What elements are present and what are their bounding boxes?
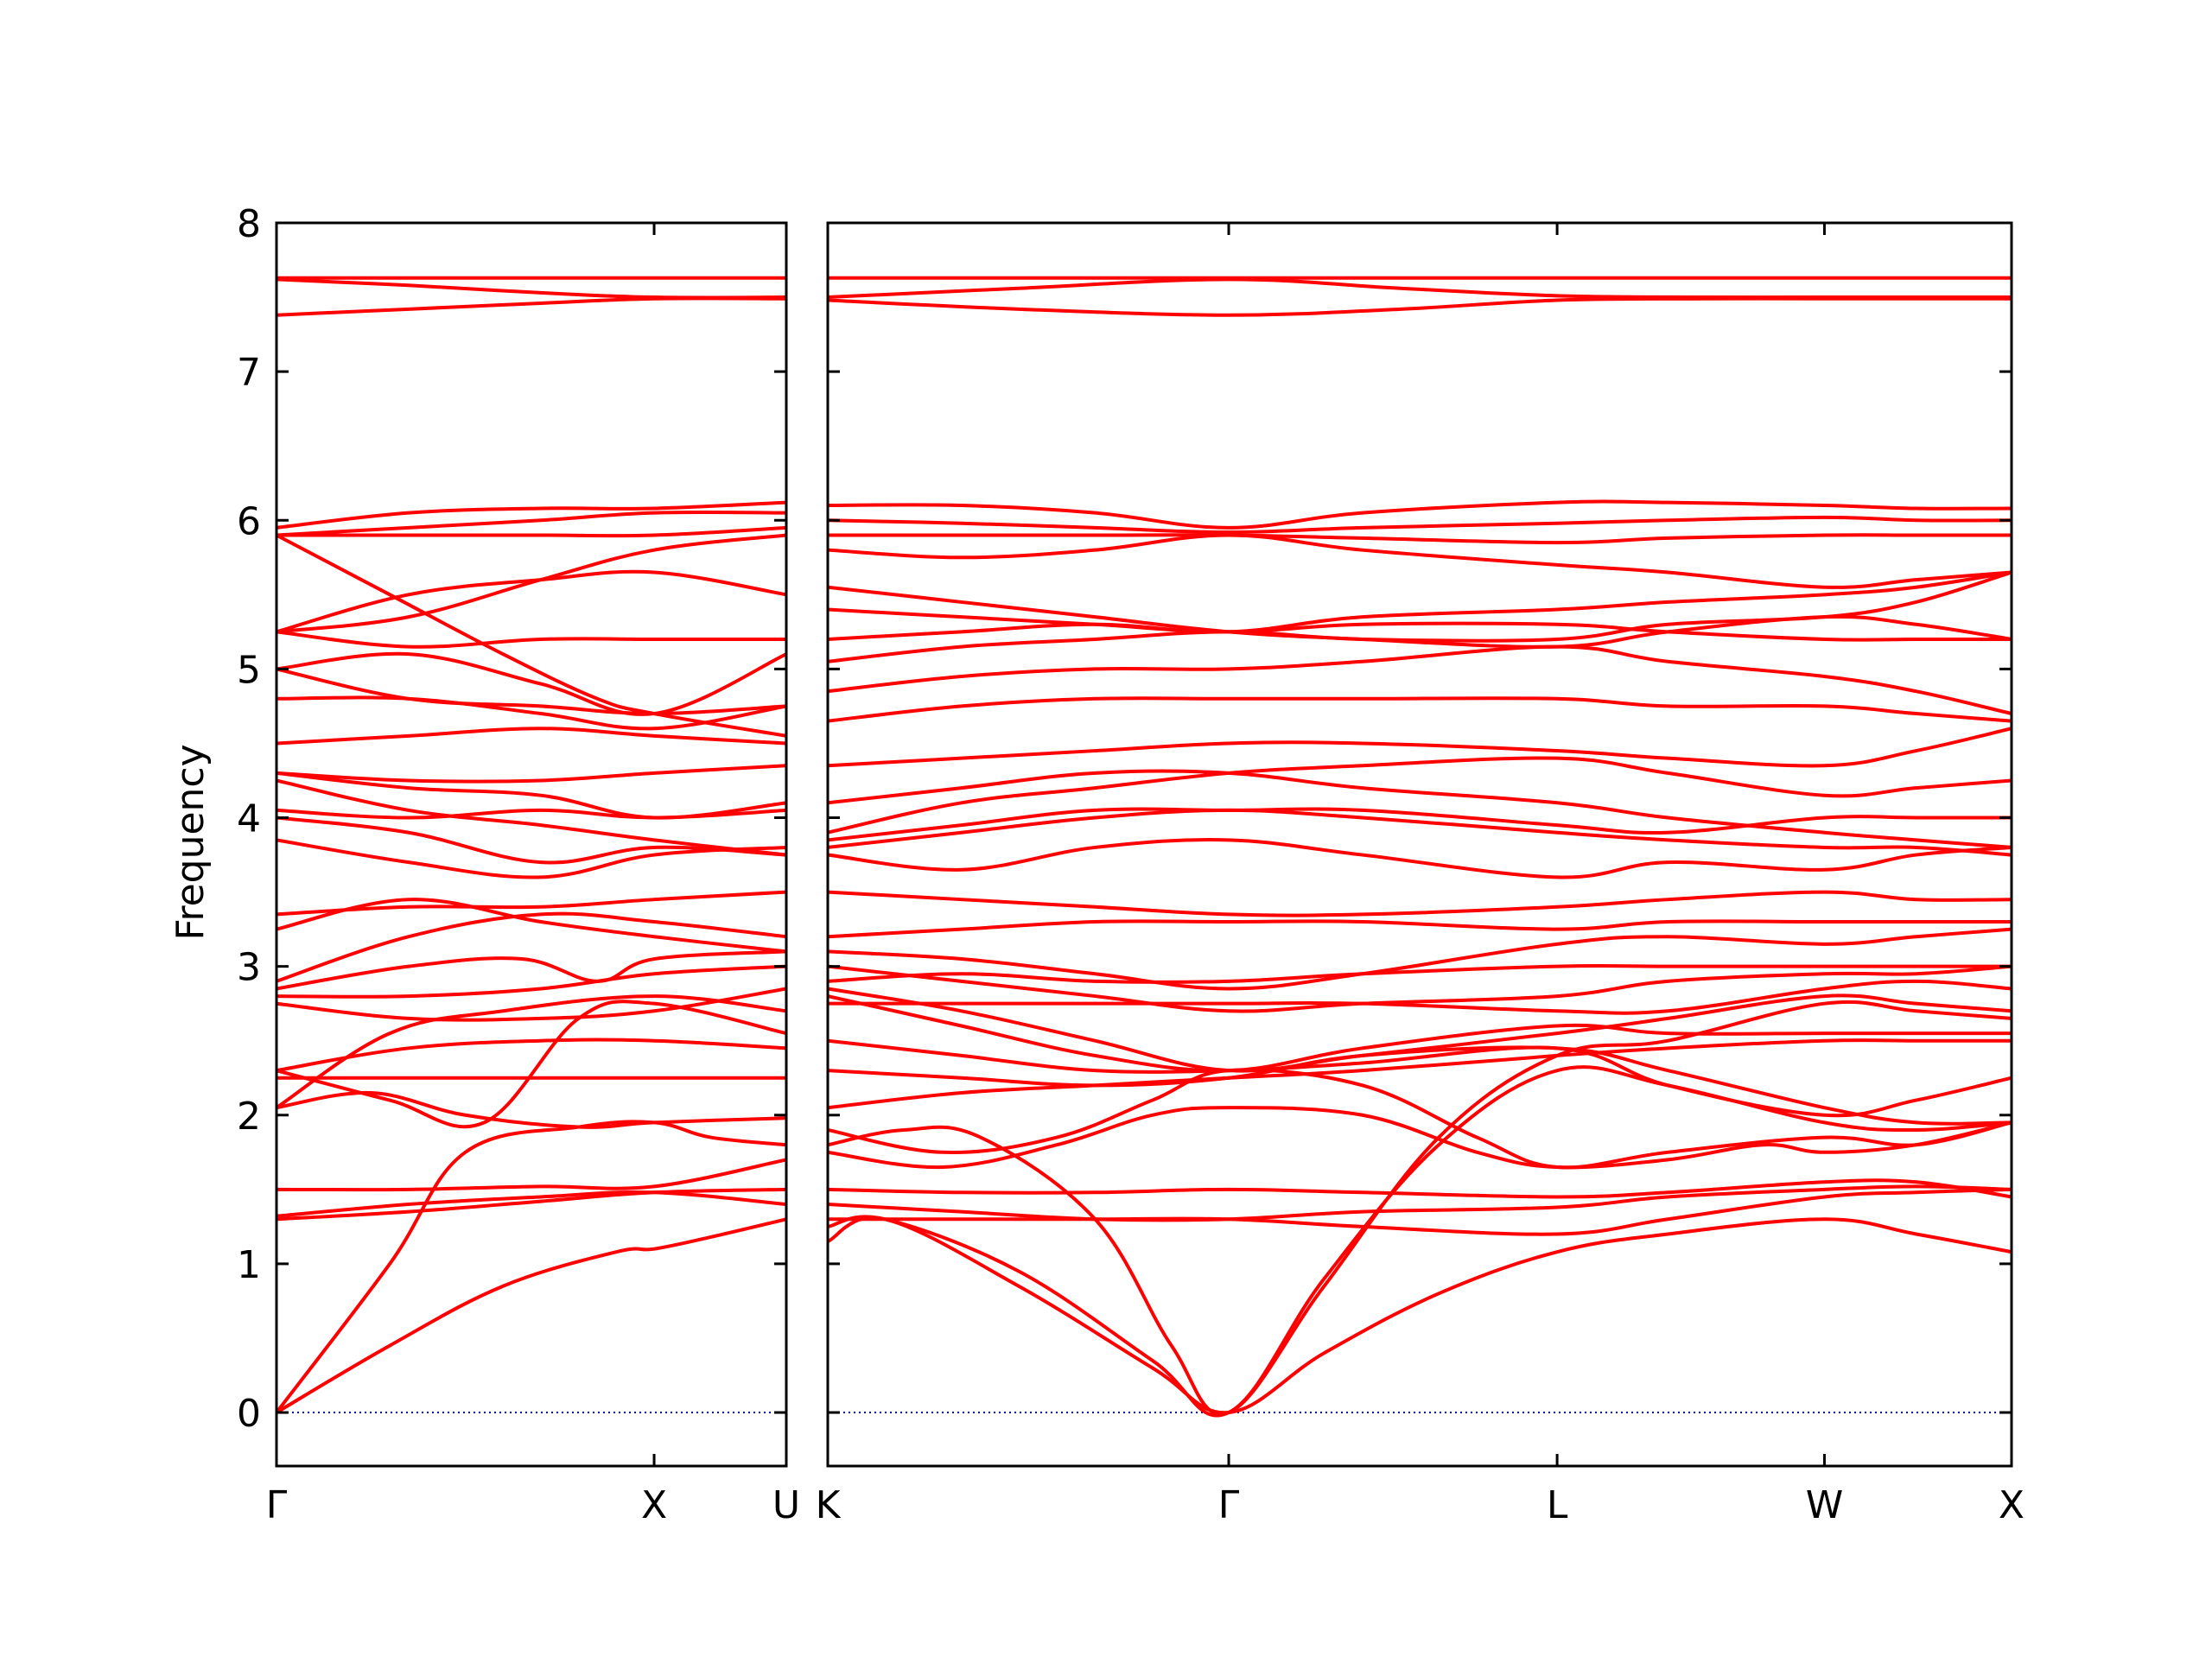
band-line-right-28 (828, 570, 2012, 641)
y-tick-label-5: 5 (237, 648, 261, 692)
band-line-left-16 (276, 838, 786, 879)
band-line-left-22 (276, 727, 786, 746)
band-line-left-4 (276, 1158, 786, 1192)
band-line-right-22 (828, 769, 2012, 849)
band-line-left-14 (276, 898, 786, 954)
y-tick-label-0: 0 (237, 1392, 261, 1436)
band-line-right-8 (828, 1038, 2012, 1110)
band-line-right-31 (828, 533, 2012, 589)
y-tick-label-4: 4 (237, 797, 261, 841)
right-panel-bands (828, 276, 2012, 1418)
x-tick-label-right-3: W (1806, 1483, 1844, 1527)
left-panel-bands (276, 276, 786, 1415)
x-tick-label-left-2: U (772, 1483, 800, 1527)
band-line-left-11 (276, 964, 786, 999)
band-line-left-0 (276, 1217, 786, 1415)
x-tick-label-right-0: K (816, 1483, 842, 1527)
band-line-right-27 (828, 570, 2012, 663)
band-line-right-33 (828, 515, 2012, 535)
y-tick-label-3: 3 (237, 946, 261, 990)
x-tick-label-right-2: L (1547, 1483, 1568, 1527)
band-line-right-20 (828, 808, 2012, 857)
band-line-right-6 (828, 1106, 2012, 1170)
y-axis-title: Frequency (168, 744, 213, 940)
band-line-left-10 (276, 987, 786, 1022)
band-line-left-17 (276, 816, 786, 865)
x-tick-label-right-4: X (1999, 1483, 2024, 1527)
band-line-right-11 (828, 994, 2012, 1073)
band-line-right-26 (828, 644, 2012, 716)
band-line-right-14 (828, 964, 2012, 1013)
band-line-right-16 (828, 927, 2012, 991)
x-tick-label-right-1: Γ (1218, 1483, 1240, 1527)
band-line-left-29 (276, 533, 786, 738)
band-line-right-19 (828, 838, 2012, 879)
band-line-right-12 (828, 987, 2012, 1073)
band-line-left-12 (276, 949, 786, 991)
band-line-left-1 (276, 1120, 786, 1415)
band-line-right-29 (828, 607, 2012, 642)
axes: Γ X U K Γ L W X 0 1 2 3 4 5 6 7 8 (237, 202, 2024, 1527)
band-line-left-24 (276, 667, 786, 716)
band-line-right-4 (828, 1184, 2012, 1222)
band-line-left-21 (276, 764, 786, 784)
band-line-right-10 (828, 1038, 2012, 1118)
band-line-right-25 (828, 696, 2012, 723)
panel-frame-left (275, 221, 788, 1468)
y-tick-label-8: 8 (237, 202, 261, 246)
band-line-right-23 (828, 756, 2012, 835)
x-tick-label-left-0: Γ (266, 1483, 288, 1527)
band-line-right-21 (828, 807, 2012, 842)
band-line-left-15 (276, 890, 786, 917)
band-line-left-31 (276, 510, 786, 537)
band-line-left-25 (276, 651, 786, 716)
y-tick-label-6: 6 (237, 499, 261, 543)
x-tick-label-left-1: X (641, 1483, 667, 1527)
band-line-left-30 (276, 525, 786, 538)
band-line-right-17 (828, 919, 2012, 939)
panel-frame-right (826, 221, 2013, 1468)
y-tick-label-2: 2 (237, 1095, 261, 1139)
band-line-right-15 (828, 963, 2012, 985)
band-line-left-13 (276, 911, 786, 983)
band-line-right-34 (828, 499, 2012, 530)
band-line-right-18 (828, 890, 2012, 917)
band-line-right-24 (828, 727, 2012, 768)
y-tick-label-1: 1 (237, 1243, 261, 1287)
band-line-left-2 (276, 1187, 786, 1222)
band-line-right-3 (828, 1187, 2012, 1236)
band-line-left-28 (276, 533, 786, 634)
band-line-left-9 (276, 994, 786, 1110)
band-line-left-26 (276, 630, 786, 649)
band-line-left-20 (276, 771, 786, 820)
band-line-right-30 (828, 585, 2012, 649)
band-line-right-36 (828, 277, 2012, 300)
band-line-left-8 (276, 1038, 786, 1073)
band-line-right-0 (828, 1216, 2012, 1415)
band-line-left-3 (276, 1190, 786, 1218)
band-line-left-34 (276, 277, 786, 300)
band-line-right-32 (828, 533, 2012, 545)
y-tick-label-7: 7 (237, 351, 261, 395)
band-line-right-7 (828, 1068, 2012, 1170)
band-line-right-5 (828, 1178, 2012, 1199)
band-line-left-32 (276, 500, 786, 530)
band-line-right-13 (828, 979, 2012, 1015)
band-line-left-19 (276, 778, 786, 857)
